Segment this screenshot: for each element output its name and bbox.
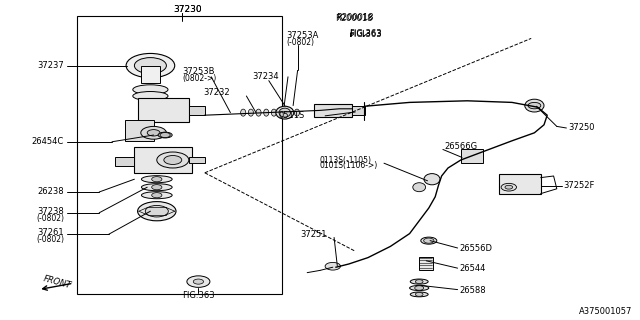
Circle shape [415,292,423,296]
Ellipse shape [141,192,172,199]
Text: 26566G: 26566G [445,142,478,151]
Text: 0511S: 0511S [278,111,305,120]
Circle shape [157,152,189,168]
Circle shape [424,238,434,243]
Circle shape [193,279,204,284]
Text: A375001057: A375001057 [579,308,632,316]
Bar [125,120,154,141]
Circle shape [141,126,166,139]
Ellipse shape [410,279,428,284]
Ellipse shape [410,292,428,297]
Circle shape [138,202,176,221]
Ellipse shape [141,184,172,191]
Ellipse shape [276,106,294,119]
Text: 37253B: 37253B [182,68,215,76]
Text: 37230: 37230 [173,5,202,14]
Circle shape [164,156,182,164]
Text: 0113S(-1105): 0113S(-1105) [320,156,372,164]
Text: R200018: R200018 [336,13,374,22]
Circle shape [505,185,513,189]
Ellipse shape [279,109,284,116]
Circle shape [501,183,516,191]
Text: 37238: 37238 [37,207,64,216]
Circle shape [147,130,160,136]
Ellipse shape [279,108,291,117]
Text: (-0802): (-0802) [36,235,64,244]
Ellipse shape [287,109,292,116]
Ellipse shape [264,109,269,116]
Text: 37251: 37251 [300,230,326,239]
Circle shape [152,193,162,198]
Ellipse shape [410,285,429,291]
Bar [141,66,160,83]
Ellipse shape [241,109,246,116]
Ellipse shape [256,109,261,116]
Ellipse shape [294,109,300,116]
Bar [115,157,134,166]
Ellipse shape [133,92,168,100]
Bar [77,16,282,294]
Text: 26454C: 26454C [32,137,64,146]
Ellipse shape [525,99,544,112]
Ellipse shape [141,176,172,183]
Circle shape [134,58,166,74]
Text: 37234: 37234 [252,72,279,81]
Ellipse shape [413,183,426,192]
Text: FRONT: FRONT [42,274,73,290]
Bar [419,257,433,270]
Ellipse shape [421,237,437,244]
Circle shape [325,262,340,270]
Text: (0802->): (0802->) [182,74,217,83]
Text: (-0802): (-0802) [36,214,64,223]
Text: 37261: 37261 [37,228,64,237]
Circle shape [187,276,210,287]
Bar [189,106,205,115]
Circle shape [145,205,168,217]
Bar [352,106,365,115]
Circle shape [152,185,162,190]
Bar [461,149,483,163]
Ellipse shape [248,109,253,116]
Ellipse shape [133,85,168,94]
Ellipse shape [271,109,276,116]
Ellipse shape [158,132,172,138]
Text: R200018: R200018 [335,14,373,23]
Circle shape [126,53,175,78]
Text: 37253A: 37253A [287,31,319,40]
Circle shape [528,102,541,109]
Circle shape [152,177,162,182]
Text: 37232: 37232 [204,88,230,97]
Text: 37237: 37237 [37,61,64,70]
Text: FIG.363: FIG.363 [349,29,381,38]
Text: 26544: 26544 [460,264,486,273]
Text: 37250: 37250 [568,124,595,132]
Bar [138,98,189,122]
Bar [134,147,192,173]
Circle shape [160,132,170,138]
Text: FIG.363: FIG.363 [349,30,381,39]
Text: 37230: 37230 [173,5,202,14]
Bar [189,157,205,163]
Text: (-0802): (-0802) [287,38,315,47]
Text: 26238: 26238 [37,188,64,196]
Text: 26588: 26588 [460,286,486,295]
Bar [499,174,541,194]
Text: FIG.363: FIG.363 [182,292,214,300]
Ellipse shape [424,173,440,185]
Bar [314,104,352,117]
Text: 37252F: 37252F [563,181,595,190]
Text: 0101S(1106->): 0101S(1106->) [320,161,378,170]
Circle shape [415,286,424,290]
Circle shape [415,280,423,284]
Text: 26556D: 26556D [460,244,493,253]
